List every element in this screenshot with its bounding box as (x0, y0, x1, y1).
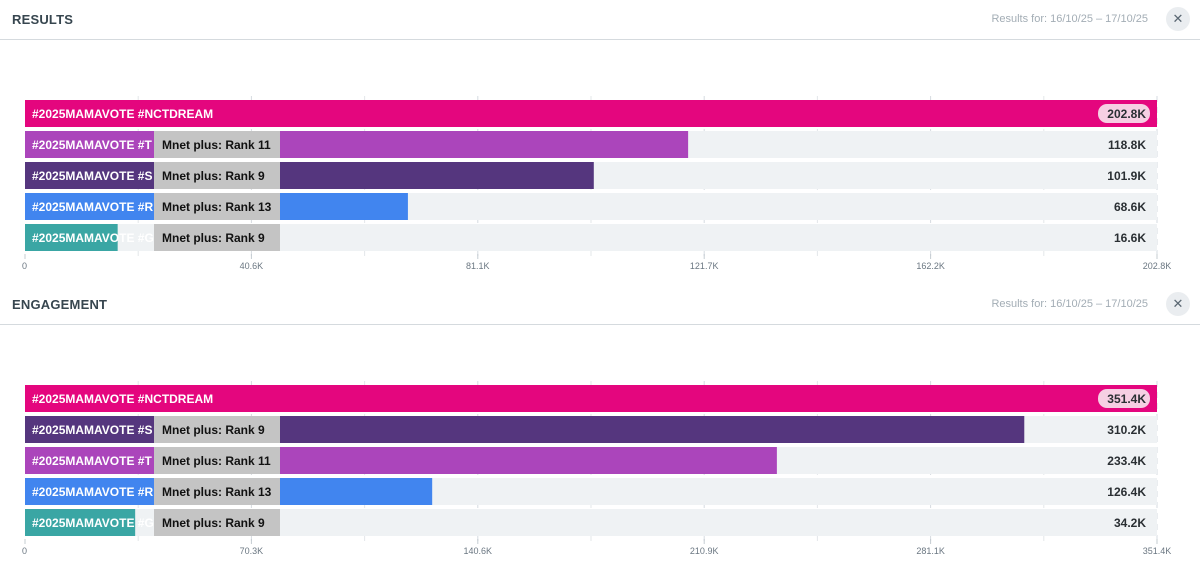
rank-overlay-label: Mnet plus: Rank 9 (162, 231, 265, 245)
engagement-header: ENGAGEMENT Results for: 16/10/25 – 17/10… (0, 285, 1200, 325)
bar-value-label: 118.8K (1108, 138, 1146, 152)
bar-value-label: 126.4K (1107, 485, 1146, 499)
x-tick-label: 281.1K (916, 546, 945, 556)
results-header: RESULTS Results for: 16/10/25 – 17/10/25… (0, 0, 1200, 40)
bar-category-label: #2025MAMAVOTE #NCTDREAM (32, 392, 213, 406)
results-title: RESULTS (12, 12, 74, 27)
rank-overlay-box (154, 131, 280, 158)
bar-value-label: 34.2K (1114, 516, 1146, 530)
rank-overlay-label: Mnet plus: Rank 13 (162, 200, 272, 214)
rank-overlay-box (154, 478, 280, 505)
rank-overlay-label: Mnet plus: Rank 11 (162, 138, 271, 152)
rank-overlay-box (154, 224, 280, 251)
rank-overlay-label: Mnet plus: Rank 13 (162, 485, 272, 499)
bar-category-label: #2025MAMAVOTE #G (32, 516, 154, 530)
engagement-panel: ENGAGEMENT Results for: 16/10/25 – 17/10… (0, 285, 1200, 569)
value-label-pill (1098, 104, 1150, 123)
bar (25, 509, 136, 536)
rank-overlay-box (154, 447, 280, 474)
bar-value-label: 351.4K (1107, 392, 1146, 406)
rank-overlay-label: Mnet plus: Rank 9 (162, 169, 265, 183)
x-tick-label: 210.9K (690, 546, 719, 556)
bar (25, 447, 777, 474)
bar-value-label: 233.4K (1107, 454, 1146, 468)
bar-value-label: 310.2K (1107, 423, 1146, 437)
x-tick-label: 351.4K (1143, 546, 1172, 556)
rank-overlay-box (154, 193, 280, 220)
bar (25, 131, 689, 158)
x-tick-label: 81.1K (466, 261, 490, 271)
bar (25, 385, 1157, 412)
bar-category-label: #2025MAMAVOTE #T (32, 138, 152, 152)
x-tick-label: 0 (22, 546, 27, 556)
bar-value-label: 68.6K (1114, 200, 1146, 214)
x-tick-label: 162.2K (916, 261, 945, 271)
bar-value-label: 202.8K (1107, 107, 1146, 121)
bar-category-label: #2025MAMAVOTE #G (32, 231, 154, 245)
x-tick-label: 70.3K (240, 546, 264, 556)
rank-overlay-label: Mnet plus: Rank 9 (162, 423, 265, 437)
bar (25, 224, 118, 251)
bar (25, 162, 594, 189)
x-tick-label: 0 (22, 261, 27, 271)
bar-category-label: #2025MAMAVOTE #S (32, 423, 153, 437)
results-panel: RESULTS Results for: 16/10/25 – 17/10/25… (0, 0, 1200, 284)
x-tick-label: 202.8K (1143, 261, 1172, 271)
rank-overlay-box (154, 509, 280, 536)
rank-overlay-box (154, 416, 280, 443)
bar-value-label: 101.9K (1107, 169, 1146, 183)
engagement-chart: #2025MAMAVOTE #NCTDREAM 351.4K #2025MAMAVO… (22, 381, 1172, 556)
rank-overlay-label: Mnet plus: Rank 9 (162, 516, 265, 530)
bar-value-label: 16.6K (1114, 231, 1146, 245)
engagement-date-range: Results for: 16/10/25 – 17/10/25 (991, 298, 1148, 310)
engagement-close-button[interactable]: ✕ (1166, 292, 1190, 316)
bar-category-label: #2025MAMAVOTE #S (32, 169, 153, 183)
bar (25, 100, 1157, 127)
results-chart: #2025MAMAVOTE #NCTDREAM 202.8K #2025MAMAVO… (22, 96, 1172, 271)
bar-category-label: #2025MAMAVOTE #T (32, 454, 152, 468)
bar-category-label: #2025MAMAVOTE #R (32, 485, 153, 499)
results-close-button[interactable]: ✕ (1166, 7, 1190, 31)
bar-category-label: #2025MAMAVOTE #NCTDREAM (32, 107, 213, 121)
rank-overlay-label: Mnet plus: Rank 11 (162, 454, 271, 468)
bar-category-label: #2025MAMAVOTE #R (32, 200, 153, 214)
value-label-pill (1098, 389, 1150, 408)
x-tick-label: 140.6K (464, 546, 493, 556)
results-date-range: Results for: 16/10/25 – 17/10/25 (991, 13, 1148, 25)
engagement-title: ENGAGEMENT (12, 297, 108, 312)
x-tick-label: 40.6K (240, 261, 264, 271)
rank-overlay-box (154, 162, 280, 189)
x-tick-label: 121.7K (690, 261, 719, 271)
